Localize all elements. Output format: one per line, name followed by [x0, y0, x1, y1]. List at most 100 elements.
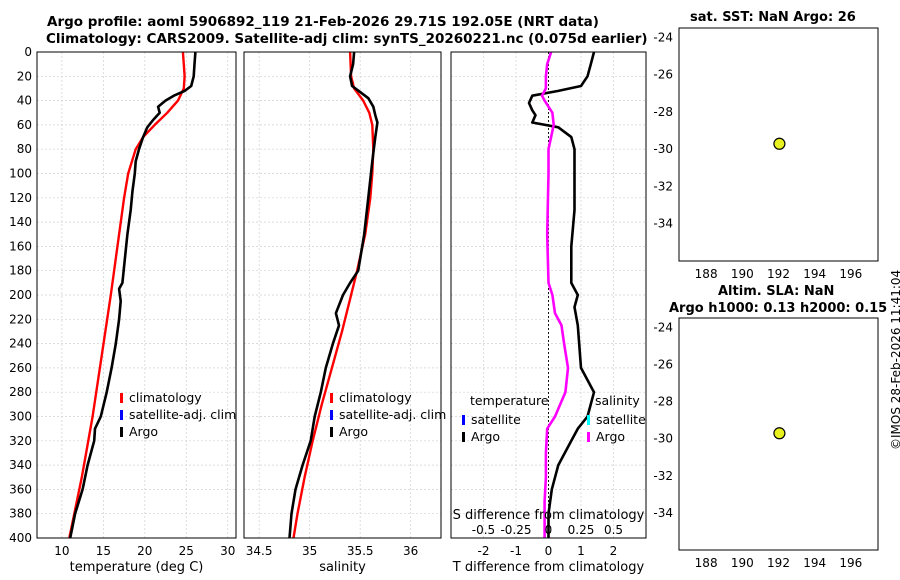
depth-tick-label: 160	[9, 239, 32, 253]
temperature-xtick-label: 25	[179, 544, 194, 558]
map_sla-ytick-label: -28	[653, 395, 673, 409]
map_sst-argo-position-marker	[773, 137, 786, 150]
temperature-series-climatology	[68, 51, 186, 539]
salinity-legend-argo-label: Argo	[339, 424, 368, 439]
temperature-legend-satellite-label: satellite-adj. clim	[129, 407, 236, 422]
sla-panel-title-line2: Argo h1000: 0.13 h2000: 0.15	[669, 301, 888, 316]
map_sst-ytick-label: -26	[653, 68, 673, 82]
depth-tick-label: 260	[9, 361, 32, 375]
differences-xtick-label: 0	[545, 544, 553, 558]
temperature-xlabel: temperature (deg C)	[70, 560, 204, 575]
map_sla-xtick-label: 194	[803, 556, 826, 570]
depth-tick-label: 0	[24, 45, 32, 59]
map_sla-xtick-label: 192	[767, 556, 790, 570]
differences-series-argo-t-diff	[527, 51, 596, 538]
depth-tick-label: 200	[9, 288, 32, 302]
temperature-axes	[36, 51, 237, 539]
salinity-legend-satellite-label: satellite-adj. clim	[339, 407, 446, 422]
salinity-xtick-label: 35.5	[347, 544, 374, 558]
map_sla-ytick-label: -30	[653, 432, 673, 446]
temperature-legend-argo-label: Argo	[129, 424, 158, 439]
map_sst-axes	[678, 27, 879, 262]
depth-tick-label: 380	[9, 507, 32, 521]
depth-tick-label: 140	[9, 215, 32, 229]
depth-tick-label: 100	[9, 167, 32, 181]
differences-x2tick-label: 0.5	[604, 523, 623, 537]
depth-tick-label: 240	[9, 337, 32, 351]
temperature-legend-climatology-label: climatology	[129, 390, 202, 405]
differences-xtick-label: -2	[478, 544, 490, 558]
depth-tick-label: 40	[17, 94, 32, 108]
salinity-xtick-label: 35	[302, 544, 317, 558]
salinity-legend-climatology-label: climatology	[339, 390, 412, 405]
differences-xtick-label: -1	[510, 544, 522, 558]
differences-x2tick-label: -0.5	[472, 523, 495, 537]
map_sst-xtick-label: 194	[803, 267, 826, 281]
map_sst-xtick-label: 190	[731, 267, 754, 281]
differences-legend-t-argo-label: Argo	[471, 429, 500, 444]
depth-tick-label: 320	[9, 434, 32, 448]
map_sla-ytick-label: -26	[653, 357, 673, 371]
salinity-series-argo	[288, 51, 379, 539]
differences-axes	[450, 51, 647, 539]
salinity-legend-argo-swatch	[330, 427, 333, 437]
temperature-series-argo	[68, 51, 197, 539]
differences-xtick-label: 2	[610, 544, 618, 558]
differences-legend-s-argo-label: Argo	[596, 429, 625, 444]
depth-tick-label: 300	[9, 410, 32, 424]
differences-xlabel: T difference from climatology	[452, 560, 645, 575]
map_sla-ytick-label: -32	[653, 469, 673, 483]
map_sst-xtick-label: 188	[695, 267, 718, 281]
map_sst-ytick-label: -30	[653, 142, 673, 156]
salinity-xtick-label: 36	[403, 544, 418, 558]
differences-legend-t-satellite-swatch	[462, 415, 465, 425]
figure-title-line1: Argo profile: aoml 5906892_119 21-Feb-20…	[47, 14, 599, 30]
temperature-xtick-label: 15	[96, 544, 111, 558]
depth-tick-label: 180	[9, 264, 32, 278]
differences-x2label: S difference from climatology	[453, 508, 645, 523]
differences-legend-temperature-heading: temperature	[470, 393, 549, 408]
differences-xtick-label: 1	[577, 544, 585, 558]
sst-panel-title: sat. SST: NaN Argo: 26	[690, 10, 856, 25]
depth-tick-label: 220	[9, 312, 32, 326]
depth-tick-label: 400	[9, 531, 32, 545]
differences-x2tick-label: -0.25	[500, 523, 531, 537]
map_sst-ytick-label: -34	[653, 217, 673, 231]
differences-x2tick-label: 0.25	[568, 523, 595, 537]
depth-tick-label: 60	[17, 118, 32, 132]
salinity-xlabel: salinity	[319, 560, 366, 575]
map_sla-axes	[678, 317, 879, 551]
sla-panel-title-line1: Altim. SLA: NaN	[718, 284, 835, 299]
temperature-legend-climatology-swatch	[120, 393, 123, 403]
temperature-xtick-label: 10	[54, 544, 69, 558]
depth-tick-label: 340	[9, 458, 32, 472]
temperature-xtick-label: 20	[137, 544, 152, 558]
depth-tick-label: 360	[9, 482, 32, 496]
salinity-xtick-label: 34.5	[246, 544, 273, 558]
differences-legend-s-satellite-label: satellite	[596, 412, 646, 427]
salinity-legend-satellite-swatch	[330, 410, 333, 420]
differences-legend-s-satellite-swatch	[587, 415, 590, 425]
depth-tick-label: 20	[17, 69, 32, 83]
temperature-legend-argo-swatch	[120, 427, 123, 437]
temperature-legend-satellite-swatch	[120, 410, 123, 420]
salinity-legend-climatology-swatch	[330, 393, 333, 403]
temperature-xtick-label: 30	[220, 544, 235, 558]
differences-legend-salinity-heading: salinity	[595, 393, 640, 408]
salinity-axes	[243, 51, 442, 539]
differences-legend-t-satellite-label: satellite	[471, 412, 521, 427]
map_sla-ytick-label: -34	[653, 506, 673, 520]
map_sla-argo-position-marker	[773, 427, 786, 440]
map_sla-ytick-label: -24	[653, 320, 673, 334]
map_sst-ytick-label: -24	[653, 30, 673, 44]
differences-x2tick-label: 0	[545, 523, 553, 537]
depth-tick-label: 80	[17, 142, 32, 156]
differences-legend-s-argo-swatch	[587, 432, 590, 442]
map_sst-xtick-label: 192	[767, 267, 790, 281]
figure-title-line2: Climatology: CARS2009. Satellite-adj cli…	[46, 31, 648, 47]
map_sst-xtick-label: 196	[839, 267, 862, 281]
map_sst-ytick-label: -32	[653, 179, 673, 193]
map_sla-xtick-label: 188	[695, 556, 718, 570]
map_sst-ytick-label: -28	[653, 105, 673, 119]
